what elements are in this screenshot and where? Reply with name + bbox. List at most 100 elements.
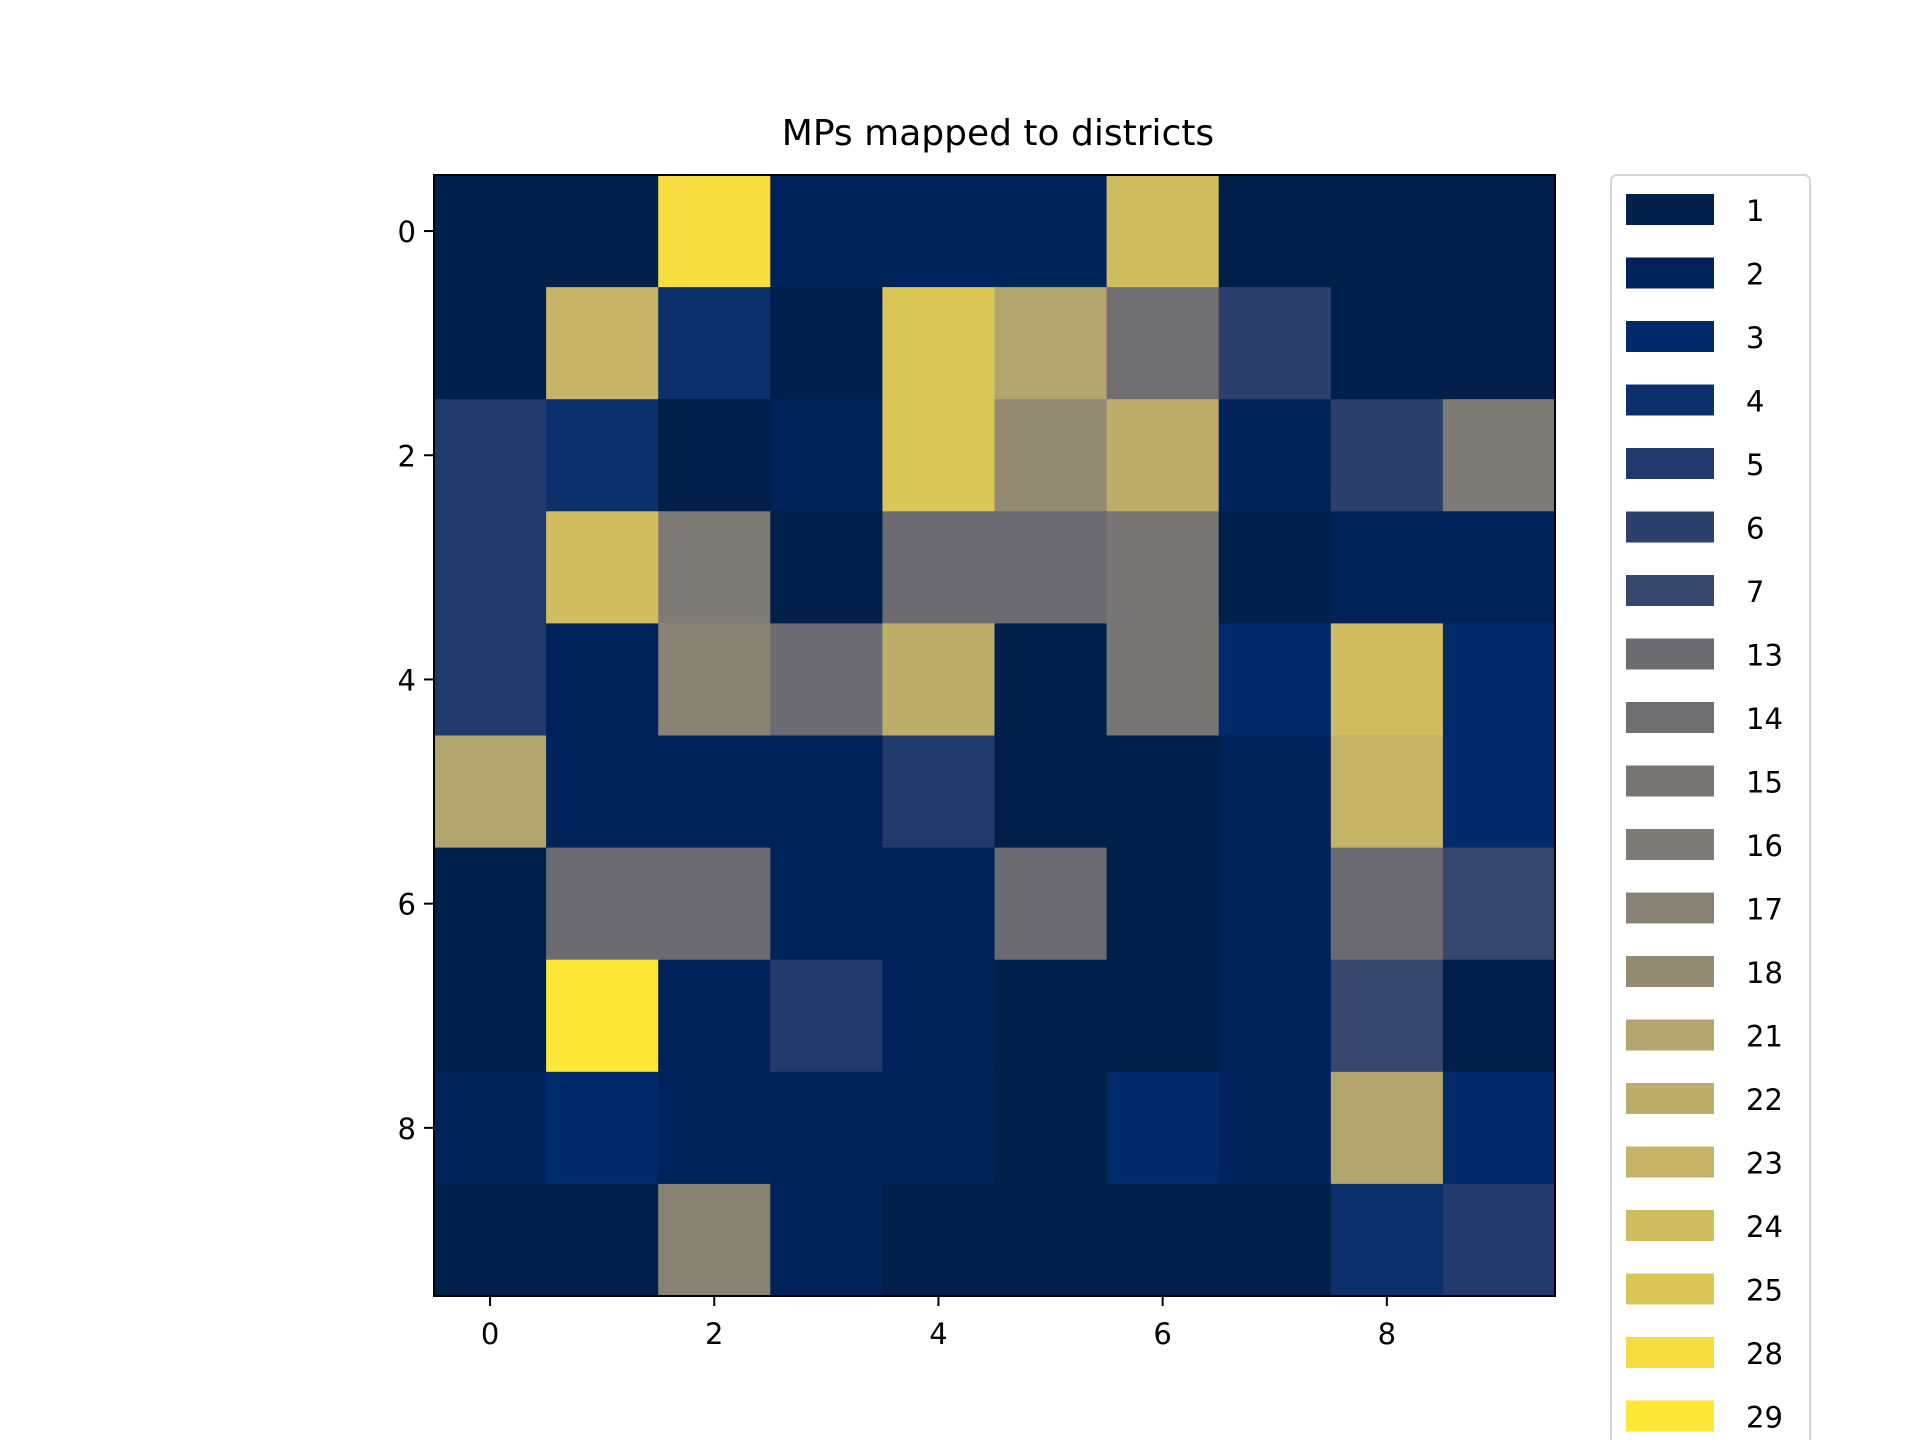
- heatmap-cell-r2-c9: [1442, 399, 1556, 512]
- plot-frame: [433, 174, 1556, 1297]
- heatmap-cell-r3-c4: [882, 511, 996, 624]
- legend-swatch-7: [1626, 575, 1714, 606]
- legend-swatch-21: [1626, 1019, 1714, 1051]
- heatmap-cell-r9-c9: [1442, 1183, 1556, 1297]
- heatmap-cell-r3-c9: [1442, 511, 1556, 624]
- legend-label-16: 16: [1746, 829, 1783, 863]
- legend-label-13: 13: [1746, 639, 1783, 673]
- legend-swatch-14: [1626, 702, 1714, 733]
- y-tick-label-4: 8: [398, 1112, 416, 1146]
- legend-swatch-22: [1626, 1083, 1714, 1114]
- heatmap-cell-r8-c4: [882, 1071, 996, 1185]
- heatmap-cell-r7-c4: [882, 959, 996, 1073]
- legend-swatch-5: [1626, 448, 1714, 479]
- heatmap-cell-r8-c6: [1106, 1071, 1220, 1185]
- heatmap-cell-r5-c2: [658, 735, 771, 849]
- heatmap-cell-r6-c9: [1442, 847, 1556, 961]
- heatmap-cell-r5-c8: [1330, 735, 1444, 849]
- y-tick-label-3: 6: [398, 888, 416, 922]
- heatmap-cell-r9-c0: [434, 1183, 547, 1297]
- heatmap-cell-r0-c5: [994, 175, 1108, 288]
- legend-swatch-3: [1626, 321, 1714, 352]
- heatmap-cell-r2-c6: [1106, 399, 1220, 512]
- heatmap-cell-r9-c2: [658, 1183, 771, 1297]
- heatmap-cell-r2-c4: [882, 399, 996, 512]
- legend-swatch-4: [1626, 384, 1714, 416]
- heatmap-cell-r2-c2: [658, 399, 771, 512]
- heatmap-cell-r8-c5: [994, 1071, 1108, 1185]
- heatmap-cell-r0-c8: [1330, 175, 1444, 288]
- heatmap-cell-r5-c6: [1106, 735, 1220, 849]
- legend-swatch-15: [1626, 765, 1714, 797]
- heatmap-cell-r4-c5: [994, 623, 1108, 737]
- legend-label-5: 5: [1746, 448, 1764, 482]
- heatmap-cell-r2-c3: [770, 399, 883, 512]
- legend-label-1: 1: [1746, 194, 1764, 228]
- legend-swatch-6: [1626, 511, 1714, 543]
- heatmap-cell-r4-c3: [770, 623, 883, 737]
- heatmap-cell-r3-c0: [434, 511, 547, 624]
- legend-swatch-17: [1626, 892, 1714, 924]
- legend-label-15: 15: [1746, 766, 1783, 800]
- heatmap-cell-r7-c7: [1218, 959, 1332, 1073]
- heatmap-cell-r7-c1: [546, 959, 659, 1073]
- legend-swatch-13: [1626, 638, 1714, 670]
- legend-label-7: 7: [1746, 575, 1764, 609]
- heatmap-cell-r9-c3: [770, 1183, 883, 1297]
- heatmap-cell-r2-c0: [434, 399, 547, 512]
- legend-swatch-29: [1626, 1400, 1714, 1432]
- heatmap-cell-r5-c1: [546, 735, 659, 849]
- heatmap-cell-r1-c3: [770, 287, 883, 400]
- heatmap-cell-r3-c2: [658, 511, 771, 624]
- heatmap-cell-r8-c2: [658, 1071, 771, 1185]
- heatmap-cell-r0-c0: [434, 175, 547, 288]
- heatmap-cell-r0-c3: [770, 175, 883, 288]
- legend-label-23: 23: [1746, 1147, 1783, 1181]
- heatmap-cell-r1-c4: [882, 287, 996, 400]
- legend-label-24: 24: [1746, 1210, 1783, 1244]
- heatmap-cell-r3-c7: [1218, 511, 1332, 624]
- heatmap-cell-r0-c6: [1106, 175, 1220, 288]
- heatmap-cell-r4-c0: [434, 623, 547, 737]
- heatmap-cell-r7-c3: [770, 959, 883, 1073]
- heatmap-cell-r2-c7: [1218, 399, 1332, 512]
- heatmap-cell-r0-c9: [1442, 175, 1556, 288]
- heatmap-cell-r7-c6: [1106, 959, 1220, 1073]
- heatmap-cell-r5-c3: [770, 735, 883, 849]
- heatmap-cell-r0-c7: [1218, 175, 1332, 288]
- heatmap-cell-r7-c2: [658, 959, 771, 1073]
- heatmap-cell-r9-c6: [1106, 1183, 1220, 1297]
- legend-label-6: 6: [1746, 512, 1764, 546]
- legend-label-2: 2: [1746, 258, 1764, 292]
- heatmap-cell-r8-c9: [1442, 1071, 1556, 1185]
- legend-label-18: 18: [1746, 956, 1783, 990]
- heatmap-cell-r9-c1: [546, 1183, 659, 1297]
- heatmap-cell-r3-c1: [546, 511, 659, 624]
- heatmap-cells: [434, 175, 1556, 1297]
- heatmap-cell-r1-c6: [1106, 287, 1220, 400]
- heatmap-cell-r2-c8: [1330, 399, 1444, 512]
- heatmap-cell-r6-c2: [658, 847, 771, 961]
- heatmap-cell-r2-c1: [546, 399, 659, 512]
- heatmap-cell-r1-c5: [994, 287, 1108, 400]
- heatmap-cell-r4-c4: [882, 623, 996, 737]
- heatmap-cell-r9-c7: [1218, 1183, 1332, 1297]
- legend-frame: [1610, 174, 1811, 1445]
- heatmap-cell-r3-c5: [994, 511, 1108, 624]
- x-tick-label-1: 2: [705, 1317, 723, 1351]
- heatmap-cell-r8-c8: [1330, 1071, 1444, 1185]
- heatmap-cell-r1-c7: [1218, 287, 1332, 400]
- heatmap-cell-r5-c7: [1218, 735, 1332, 849]
- x-axis: 0 2 4 6 8: [481, 1296, 1396, 1351]
- heatmap-cell-r4-c7: [1218, 623, 1332, 737]
- heatmap-cell-r6-c0: [434, 847, 547, 961]
- y-tick-label-2: 4: [398, 663, 416, 697]
- legend-swatch-1: [1626, 194, 1714, 225]
- y-tick-label-0: 0: [398, 215, 416, 249]
- heatmap-cell-r1-c2: [658, 287, 771, 400]
- heatmap-cell-r8-c3: [770, 1071, 883, 1185]
- heatmap-cell-r6-c1: [546, 847, 659, 961]
